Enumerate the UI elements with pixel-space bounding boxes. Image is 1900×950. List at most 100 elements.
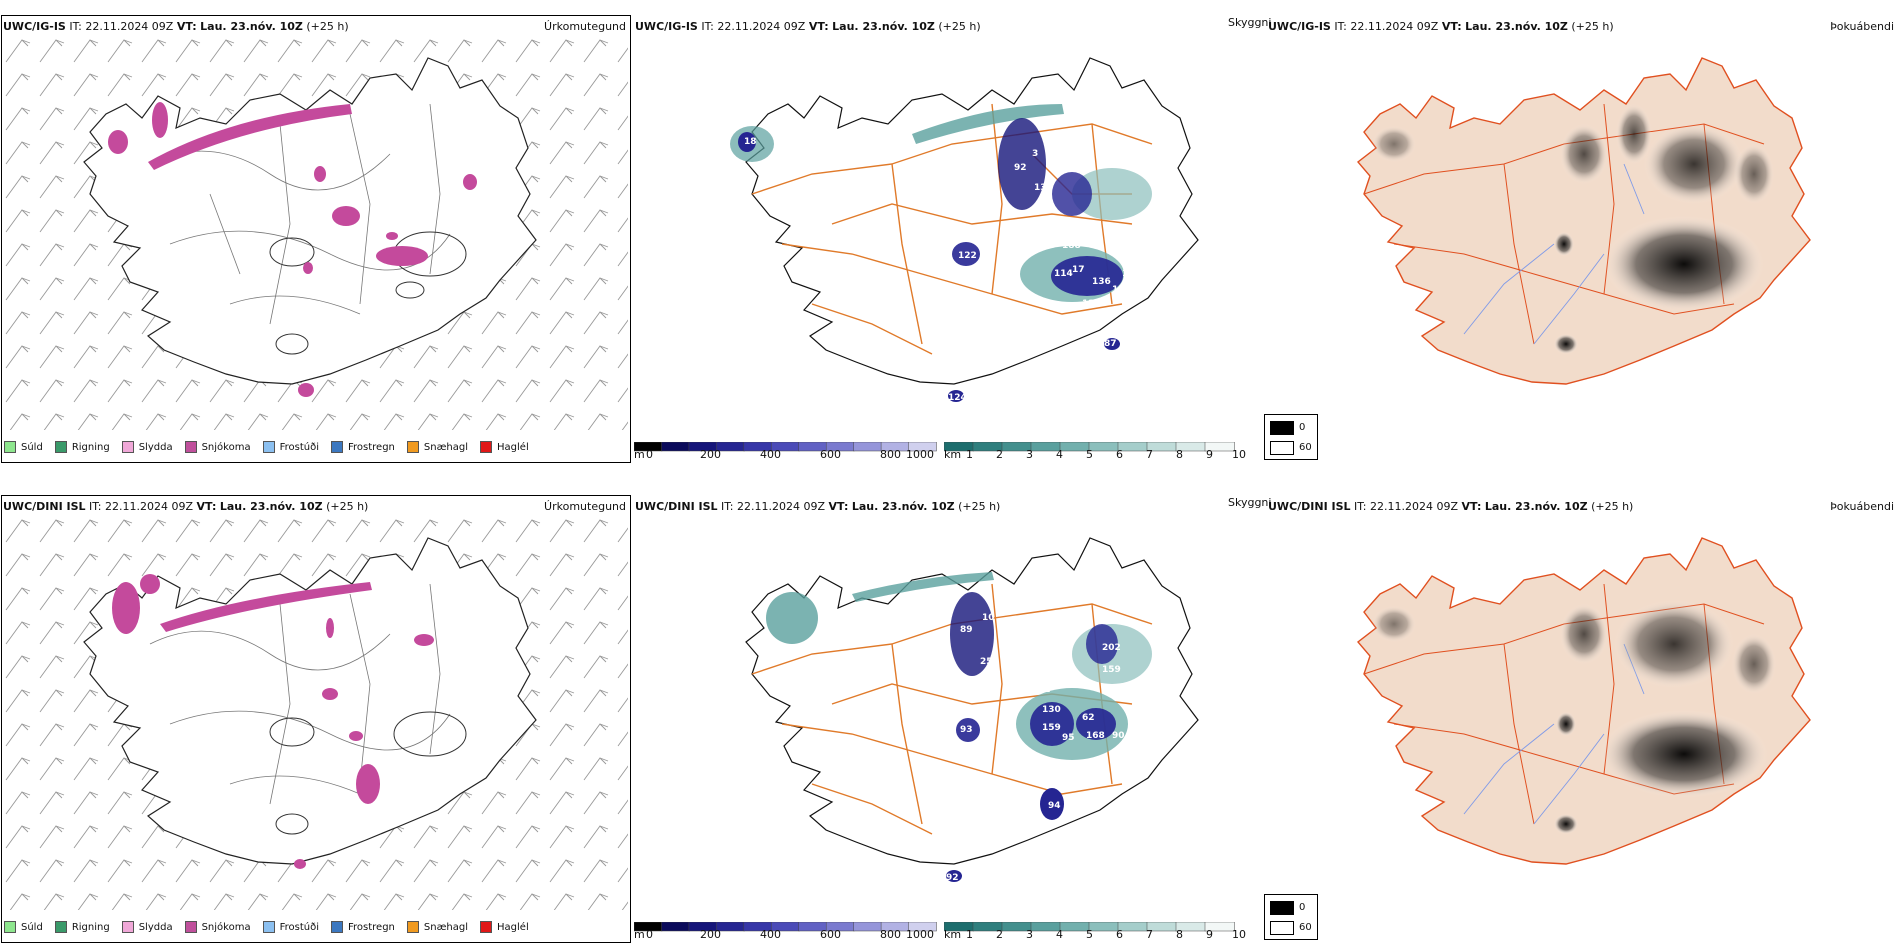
legend-label: Snæhagl: [423, 441, 469, 453]
colorbar-tick: 7: [1146, 928, 1153, 941]
vis-label: 93: [960, 725, 973, 735]
legend-swatch: [121, 441, 134, 453]
precip-map: [2, 34, 628, 430]
vis-label: 12: [1112, 285, 1125, 295]
it-value: 22.11.2024 09Z: [105, 500, 194, 513]
legend-item: Slydda: [121, 441, 173, 453]
colorbar-tick: 9: [1206, 928, 1213, 941]
colorbar-segment: [1204, 441, 1235, 452]
iceland-coastline: [1357, 537, 1811, 865]
panel-header: UWC/IG-IS IT: 22.11.2024 09Z VT: Lau. 23…: [3, 20, 349, 33]
legend-label: Súld: [21, 441, 43, 453]
it-label: IT:: [69, 20, 82, 33]
vis-label: 130: [1042, 705, 1061, 715]
vis-label: 136: [1034, 183, 1053, 193]
vis-label: 124: [948, 393, 967, 403]
lead-time: (+25 h): [1571, 20, 1614, 33]
it-label: IT:: [701, 20, 714, 33]
vt-value: Lau. 23.nóv. 10Z: [1465, 20, 1568, 33]
vis-label: 159: [1102, 665, 1121, 675]
legend-item: Snæhagl: [406, 441, 469, 453]
vis-label: 121: [1082, 299, 1101, 309]
colorbar-meters: m 0 200 400 600 800 1000: [633, 917, 938, 941]
colorbar-km: km 1 2 3 4 5 6 7 8 9 10: [943, 437, 1246, 461]
snow-areas: [108, 102, 477, 397]
legend-item: Frostregn: [331, 921, 395, 933]
panel-title: Úrkomutegund: [544, 500, 626, 513]
vt-value: Lau. 23.nóv. 10Z: [851, 500, 955, 513]
legend-swatch: [4, 441, 16, 453]
colorbar-tick: 10: [1232, 928, 1246, 941]
legend-label: Frostregn: [348, 921, 395, 933]
visibility-map: 18 42 92 3 136 120 188 122 114 17 136 12…: [730, 57, 1199, 403]
vis-label: 90: [1112, 731, 1125, 741]
colorbar-m-strip: [633, 921, 937, 932]
vis-label: 22: [1038, 685, 1051, 695]
fog-legend-low-label: 60: [1299, 442, 1312, 453]
rivers: [1463, 163, 1645, 345]
legend-swatch: [54, 441, 67, 453]
visibility-labels: 52 89 10 25 22 130 159 95 62 168 90 202 …: [810, 591, 1125, 883]
legend-label: Súld: [21, 921, 43, 933]
fog-legend-low-swatch: [1270, 441, 1294, 455]
vis-label: 92: [1014, 163, 1027, 173]
legend-swatch: [262, 921, 275, 933]
colorbar-segment: [908, 441, 937, 452]
legend-swatch: [262, 441, 275, 453]
colorbar-tick: 800: [880, 448, 901, 461]
lead-time: (+25 h): [938, 20, 981, 33]
iceland-coastline: [745, 537, 1199, 865]
vis-label: 103: [1122, 269, 1141, 279]
panel-title: Skyggni: [1228, 496, 1272, 509]
colorbar-segment: [1204, 921, 1235, 932]
legend-swatch: [184, 441, 197, 453]
legend-item: Snjókoma: [184, 441, 251, 453]
lead-time: (+25 h): [1591, 500, 1634, 513]
vt-value: Lau. 23.nóv. 10Z: [832, 20, 935, 33]
fog-panel: UWC/DINI ISL IT: 22.11.2024 09Z VT: Lau.…: [1264, 480, 1900, 950]
legend-item: Frostregn: [331, 441, 395, 453]
legend-swatch: [480, 921, 493, 933]
it-label: IT:: [1354, 500, 1367, 513]
colorbar-tick: 9: [1206, 448, 1213, 461]
fog-map: [1357, 537, 1811, 865]
legend-label: Haglél: [497, 921, 529, 933]
precip-map: [2, 514, 628, 910]
legend-item: Snjókoma: [184, 921, 251, 933]
colorbar-tick: 600: [820, 928, 841, 941]
panel-header: UWC/DINI ISL IT: 22.11.2024 09Z VT: Lau.…: [1268, 500, 1633, 513]
iceland-coastline: [1357, 57, 1811, 385]
colorbar-tick: 10: [1232, 448, 1246, 461]
fog-legend-high-swatch: [1270, 901, 1294, 915]
fog-fields: [1372, 600, 1776, 834]
model-name: UWC/DINI ISL: [635, 500, 718, 513]
legend-label: Frostúði: [279, 921, 319, 933]
colorbar-segment: [853, 921, 882, 932]
vt-value: Lau. 23.nóv. 10Z: [200, 20, 303, 33]
legend-label: Snæhagl: [423, 921, 469, 933]
vis-label: 122: [958, 251, 977, 261]
colorbar-tick: 1: [966, 928, 973, 941]
colorbar-tick: 1: [966, 448, 973, 461]
colorbar-tick: 3: [1026, 448, 1033, 461]
vt-label: VT:: [1441, 20, 1462, 33]
legend-label: Rigning: [71, 441, 110, 453]
legend-item: Súld: [4, 921, 43, 933]
it-value: 22.11.2024 09Z: [85, 20, 174, 33]
visibility-panel: UWC/IG-IS IT: 22.11.2024 09Z VT: Lau. 23…: [632, 0, 1271, 470]
colorbar-segment: [1088, 441, 1119, 452]
colorbar-tick: 4: [1056, 928, 1063, 941]
legend-label: Slydda: [138, 441, 173, 453]
colorbar-tick: 6: [1116, 448, 1123, 461]
colorbar-tick: 800: [880, 928, 901, 941]
vis-label: 168: [1086, 731, 1105, 741]
vis-label: 52: [810, 591, 823, 601]
colorbar-tick: 7: [1146, 448, 1153, 461]
legend-item: Haglél: [480, 441, 529, 453]
colorbar-tick: 2: [996, 928, 1003, 941]
legend-label: Haglél: [497, 441, 529, 453]
visibility-fields: [730, 104, 1152, 402]
colorbar-km-strip: [943, 441, 1235, 452]
legend-item: Haglél: [480, 921, 529, 933]
vt-label: VT:: [196, 500, 217, 513]
